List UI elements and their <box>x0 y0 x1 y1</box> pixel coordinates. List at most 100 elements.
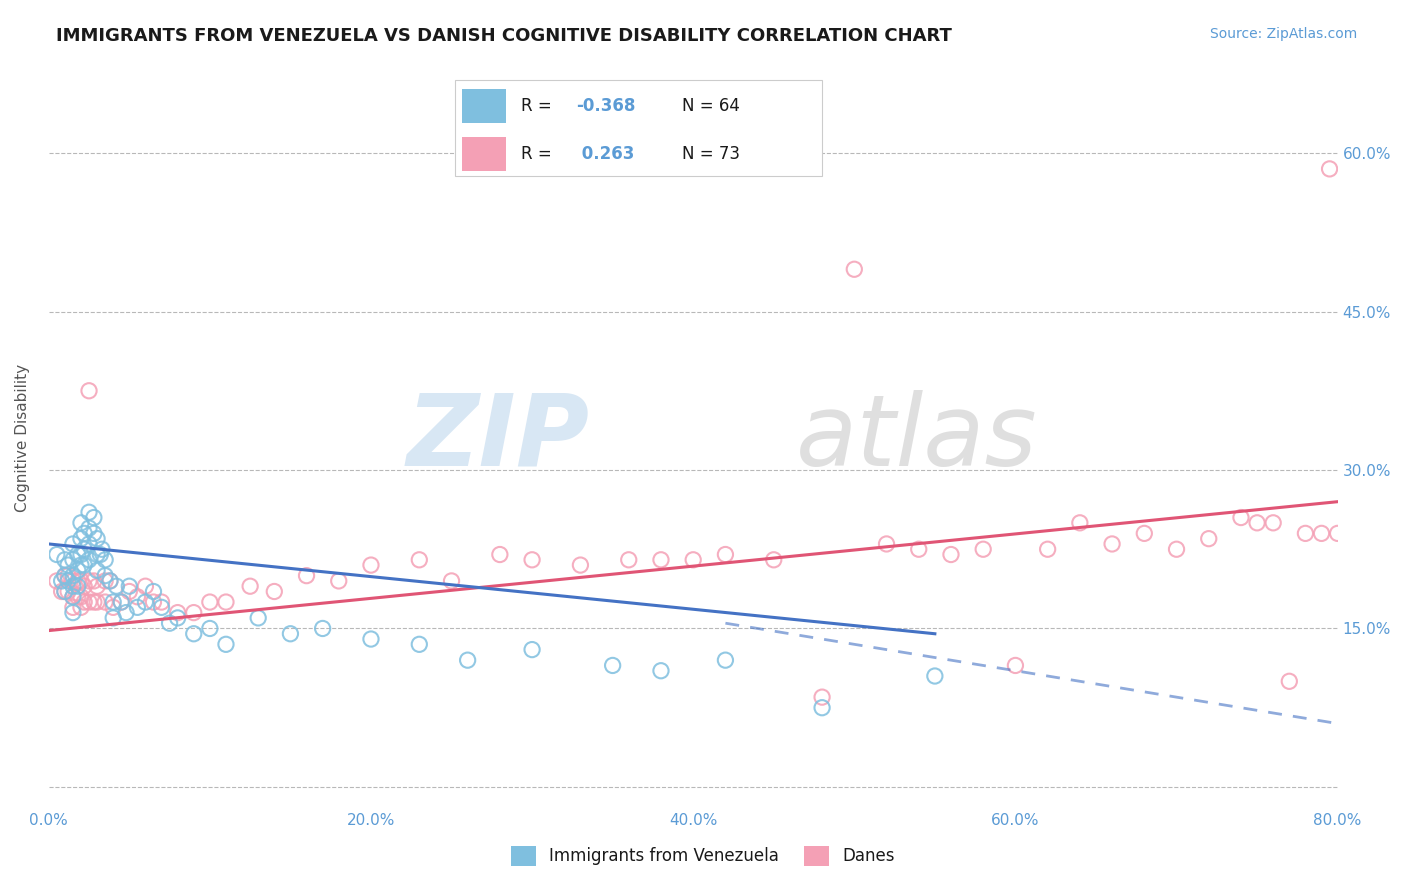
Point <box>62 590 84 604</box>
Point <box>1263 516 1285 530</box>
Point <box>457 653 479 667</box>
Point <box>103 600 125 615</box>
Point <box>62 590 84 604</box>
Point <box>118 584 141 599</box>
Point <box>1166 542 1188 557</box>
Point <box>62 606 84 620</box>
Point <box>247 611 270 625</box>
Point <box>110 595 132 609</box>
Point <box>56 584 79 599</box>
Point <box>150 600 173 615</box>
Point <box>183 606 205 620</box>
Point <box>45 548 67 562</box>
Point <box>311 622 333 636</box>
Point <box>1230 510 1253 524</box>
Point <box>66 548 89 562</box>
Point <box>142 595 165 609</box>
Point <box>263 584 285 599</box>
Point <box>1319 161 1341 176</box>
Point <box>198 622 221 636</box>
Point <box>53 584 76 599</box>
Point <box>134 595 156 609</box>
Point <box>103 611 125 625</box>
Point <box>56 574 79 588</box>
Y-axis label: Cognitive Disability: Cognitive Disability <box>15 364 30 512</box>
Point <box>105 579 128 593</box>
Point <box>1036 542 1059 557</box>
Point <box>73 558 96 572</box>
Point <box>876 537 898 551</box>
Point <box>66 574 89 588</box>
Point <box>77 595 100 609</box>
Point <box>90 542 112 557</box>
Point <box>110 595 132 609</box>
Point <box>118 579 141 593</box>
Point <box>280 626 302 640</box>
Legend: Immigrants from Venezuela, Danes: Immigrants from Venezuela, Danes <box>498 832 908 880</box>
Point <box>77 521 100 535</box>
Point <box>166 611 188 625</box>
Point <box>360 558 382 572</box>
Point <box>51 584 73 599</box>
Point <box>70 600 93 615</box>
Point <box>53 584 76 599</box>
Point <box>77 537 100 551</box>
Point <box>66 590 89 604</box>
Text: IMMIGRANTS FROM VENEZUELA VS DANISH COGNITIVE DISABILITY CORRELATION CHART: IMMIGRANTS FROM VENEZUELA VS DANISH COGN… <box>56 27 952 45</box>
Point <box>83 526 105 541</box>
Point <box>239 579 262 593</box>
Point <box>183 626 205 640</box>
Text: atlas: atlas <box>796 390 1038 487</box>
Point <box>1246 516 1268 530</box>
Point <box>77 505 100 519</box>
Point <box>714 548 737 562</box>
Point <box>127 590 149 604</box>
Point <box>62 600 84 615</box>
Point <box>94 595 117 609</box>
Point <box>94 574 117 588</box>
Point <box>1133 526 1156 541</box>
Point <box>83 574 105 588</box>
Point <box>53 553 76 567</box>
Point <box>939 548 962 562</box>
Point <box>70 574 93 588</box>
Point <box>617 553 640 567</box>
Point <box>77 553 100 567</box>
Point <box>86 579 108 593</box>
Point <box>70 558 93 572</box>
Point <box>70 548 93 562</box>
Point <box>295 568 318 582</box>
Point <box>844 262 866 277</box>
Point <box>134 579 156 593</box>
Point <box>98 574 121 588</box>
Point <box>53 568 76 582</box>
Point <box>1310 526 1333 541</box>
Point <box>70 516 93 530</box>
Point <box>650 664 672 678</box>
Point <box>907 542 929 557</box>
Point <box>103 595 125 609</box>
Point <box>89 548 111 562</box>
Point <box>166 606 188 620</box>
Point <box>408 553 430 567</box>
Point <box>73 526 96 541</box>
Point <box>1101 537 1123 551</box>
Point <box>83 510 105 524</box>
Point <box>1004 658 1026 673</box>
Point <box>62 568 84 582</box>
Point <box>62 579 84 593</box>
Point <box>56 568 79 582</box>
Point <box>215 595 238 609</box>
Point <box>602 658 624 673</box>
Point <box>62 553 84 567</box>
Point <box>94 553 117 567</box>
Point <box>408 637 430 651</box>
Point <box>86 563 108 577</box>
Point <box>328 574 350 588</box>
Point <box>56 558 79 572</box>
Point <box>1278 674 1301 689</box>
Point <box>159 616 181 631</box>
Point <box>86 548 108 562</box>
Point <box>73 579 96 593</box>
Point <box>762 553 785 567</box>
